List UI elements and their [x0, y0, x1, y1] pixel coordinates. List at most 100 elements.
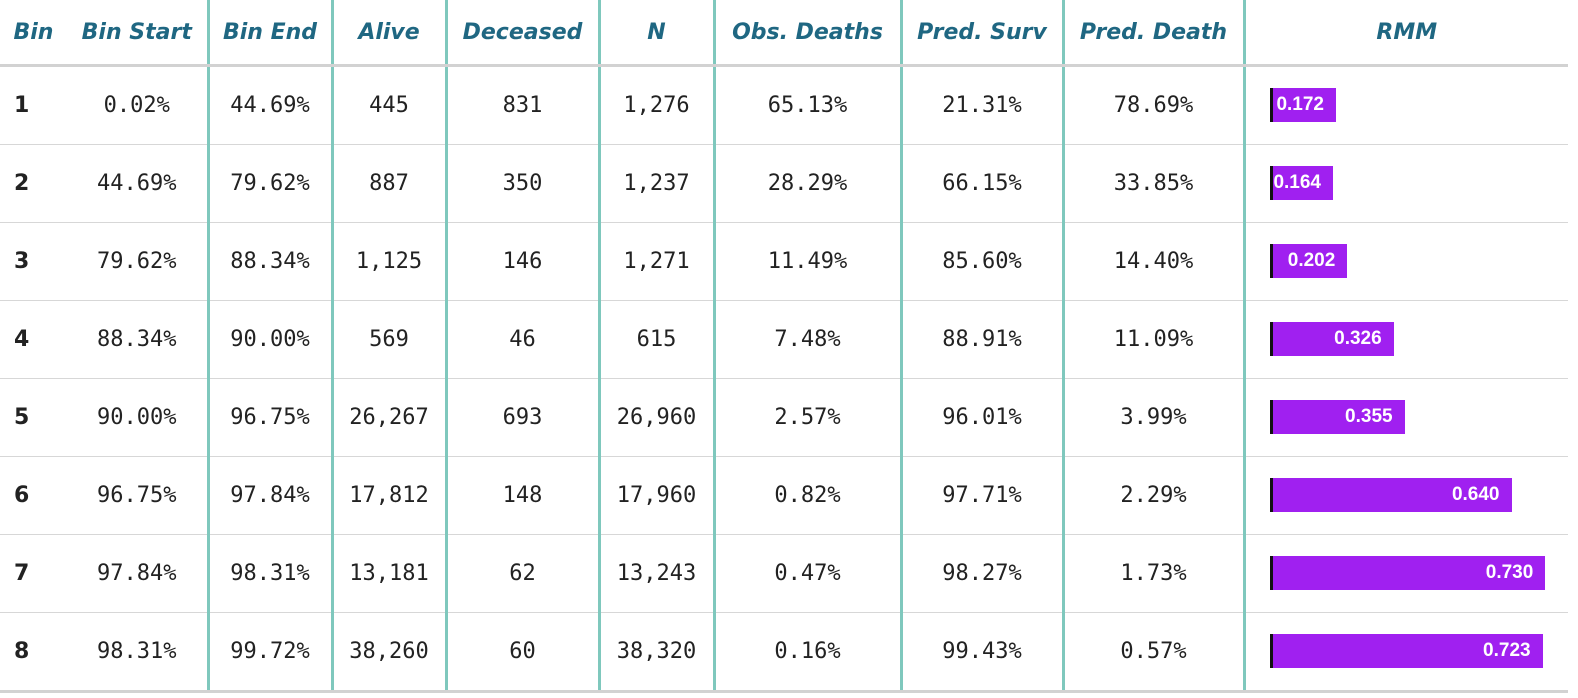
rmm-cell: 0.202	[1244, 222, 1568, 301]
bin-cell: 1	[0, 65, 67, 145]
n-cell: 615	[599, 300, 716, 379]
rmm-value-label: 0.640	[1451, 484, 1500, 505]
pred-surv-cell: 96.01%	[901, 378, 1065, 457]
rmm-bar: 0.164	[1271, 166, 1333, 200]
header-pred-surv: Pred. Surv	[901, 0, 1065, 67]
alive-cell: 17,812	[332, 456, 448, 535]
rmm-zero-axis	[1269, 556, 1273, 590]
bin-end-cell: 97.84%	[208, 456, 334, 535]
rmm-bar: 0.723	[1271, 634, 1543, 668]
obs-deaths-cell: 2.57%	[714, 378, 903, 457]
bin-start-cell: 79.62%	[67, 222, 210, 301]
bin-start-cell: 0.02%	[67, 65, 210, 145]
obs-deaths-cell: 0.82%	[714, 456, 903, 535]
table-row: 8 98.31% 99.72% 38,260 60 38,320 0.16% 99.43% 0.…	[0, 612, 1570, 693]
rmm-value-label: 0.723	[1483, 640, 1531, 661]
rmm-zero-axis	[1269, 88, 1273, 122]
obs-deaths-cell: 65.13%	[714, 65, 903, 145]
header-rmm: RMM	[1244, 0, 1568, 67]
bin-end-cell: 79.62%	[208, 144, 334, 223]
bin-cell: 8	[0, 612, 67, 693]
deceased-cell: 146	[446, 222, 601, 301]
rmm-cell: 0.164	[1244, 144, 1570, 223]
rmm-zero-axis	[1269, 166, 1273, 200]
pred-death-cell: 0.57%	[1063, 612, 1246, 693]
bin-cell: 4	[0, 300, 67, 379]
n-cell: 1,276	[599, 65, 716, 145]
pred-death-cell: 11.09%	[1063, 300, 1246, 379]
rmm-value-label: 0.202	[1287, 250, 1336, 271]
header-alive: Alive	[332, 0, 448, 67]
pred-death-cell: 78.69%	[1063, 65, 1246, 145]
rmm-value-label: 0.730	[1485, 562, 1534, 583]
rmm-value-label: 0.355	[1345, 406, 1393, 427]
pred-death-cell: 2.29%	[1063, 456, 1246, 535]
bin-end-cell: 88.34%	[208, 222, 334, 301]
rmm-bar: 0.172	[1271, 88, 1336, 122]
bin-end-cell: 44.69%	[208, 65, 334, 145]
table-row: 1 0.02% 44.69% 445 831 1,276 65.13% 21.31% 78.69…	[0, 65, 1568, 145]
alive-cell: 38,260	[332, 612, 448, 693]
rmm-bar: 0.640	[1271, 478, 1512, 512]
deceased-cell: 60	[446, 612, 601, 693]
bin-start-cell: 98.31%	[67, 612, 210, 693]
header-n: N	[599, 0, 716, 67]
header-bin: Bin	[0, 0, 67, 67]
bin-start-cell: 97.84%	[67, 534, 210, 613]
table-row: 5 90.00% 96.75% 26,267 693 26,960 2.57% 96.01% 3…	[0, 378, 1570, 457]
bin-cell: 5	[0, 378, 67, 457]
bin-end-cell: 96.75%	[208, 378, 334, 457]
rmm-bar: 0.730	[1271, 556, 1546, 590]
header-pred-death: Pred. Death	[1063, 0, 1246, 67]
rmm-track: 0.723	[1269, 634, 1570, 668]
alive-cell: 26,267	[332, 378, 448, 457]
pred-surv-cell: 66.15%	[901, 144, 1065, 223]
table-row: 4 88.34% 90.00% 569 46 615 7.48% 88.91% 11.09% 0.…	[0, 300, 1568, 379]
alive-cell: 13,181	[332, 534, 448, 613]
n-cell: 17,960	[599, 456, 716, 535]
table-row: 7 97.84% 98.31% 13,181 62 13,243 0.47% 98.27% 1.…	[0, 534, 1570, 613]
n-cell: 1,271	[599, 222, 716, 301]
bin-start-cell: 44.69%	[67, 144, 210, 223]
rmm-value-label: 0.326	[1334, 328, 1382, 349]
alive-cell: 445	[332, 65, 448, 145]
pred-death-cell: 33.85%	[1063, 144, 1246, 223]
rmm-track: 0.164	[1269, 166, 1570, 200]
rmm-bar: 0.326	[1271, 322, 1394, 356]
pred-death-cell: 3.99%	[1063, 378, 1246, 457]
rmm-track: 0.355	[1269, 400, 1570, 434]
obs-deaths-cell: 7.48%	[714, 300, 903, 379]
pred-surv-cell: 97.71%	[901, 456, 1065, 535]
n-cell: 1,237	[599, 144, 716, 223]
rmm-bar: 0.355	[1271, 400, 1405, 434]
pred-death-cell: 14.40%	[1063, 222, 1246, 301]
rmm-zero-axis	[1269, 634, 1273, 668]
bin-end-cell: 99.72%	[208, 612, 334, 693]
pred-surv-cell: 98.27%	[901, 534, 1065, 613]
obs-deaths-cell: 0.16%	[714, 612, 903, 693]
alive-cell: 887	[332, 144, 448, 223]
n-cell: 26,960	[599, 378, 716, 457]
rmm-track: 0.730	[1269, 556, 1570, 590]
header-bin-end: Bin End	[208, 0, 334, 67]
bin-cell: 6	[0, 456, 67, 535]
alive-cell: 569	[332, 300, 448, 379]
deceased-cell: 62	[446, 534, 601, 613]
pred-surv-cell: 21.31%	[901, 65, 1065, 145]
header-obs-deaths: Obs. Deaths	[714, 0, 903, 67]
n-cell: 38,320	[599, 612, 716, 693]
header-row: Bin Bin Start Bin End Alive Deceased N O…	[0, 0, 1568, 67]
rmm-bar: 0.202	[1271, 244, 1348, 278]
bin-start-cell: 96.75%	[67, 456, 210, 535]
rmm-zero-axis	[1269, 244, 1273, 278]
bin-start-cell: 88.34%	[67, 300, 210, 379]
header-bin-start: Bin Start	[67, 0, 210, 67]
rmm-zero-axis	[1269, 478, 1273, 512]
alive-cell: 1,125	[332, 222, 448, 301]
rmm-zero-axis	[1269, 322, 1273, 356]
rmm-value-label: 0.164	[1273, 172, 1321, 193]
obs-deaths-cell: 11.49%	[714, 222, 903, 301]
rmm-track: 0.640	[1269, 478, 1570, 512]
obs-deaths-cell: 0.47%	[714, 534, 903, 613]
